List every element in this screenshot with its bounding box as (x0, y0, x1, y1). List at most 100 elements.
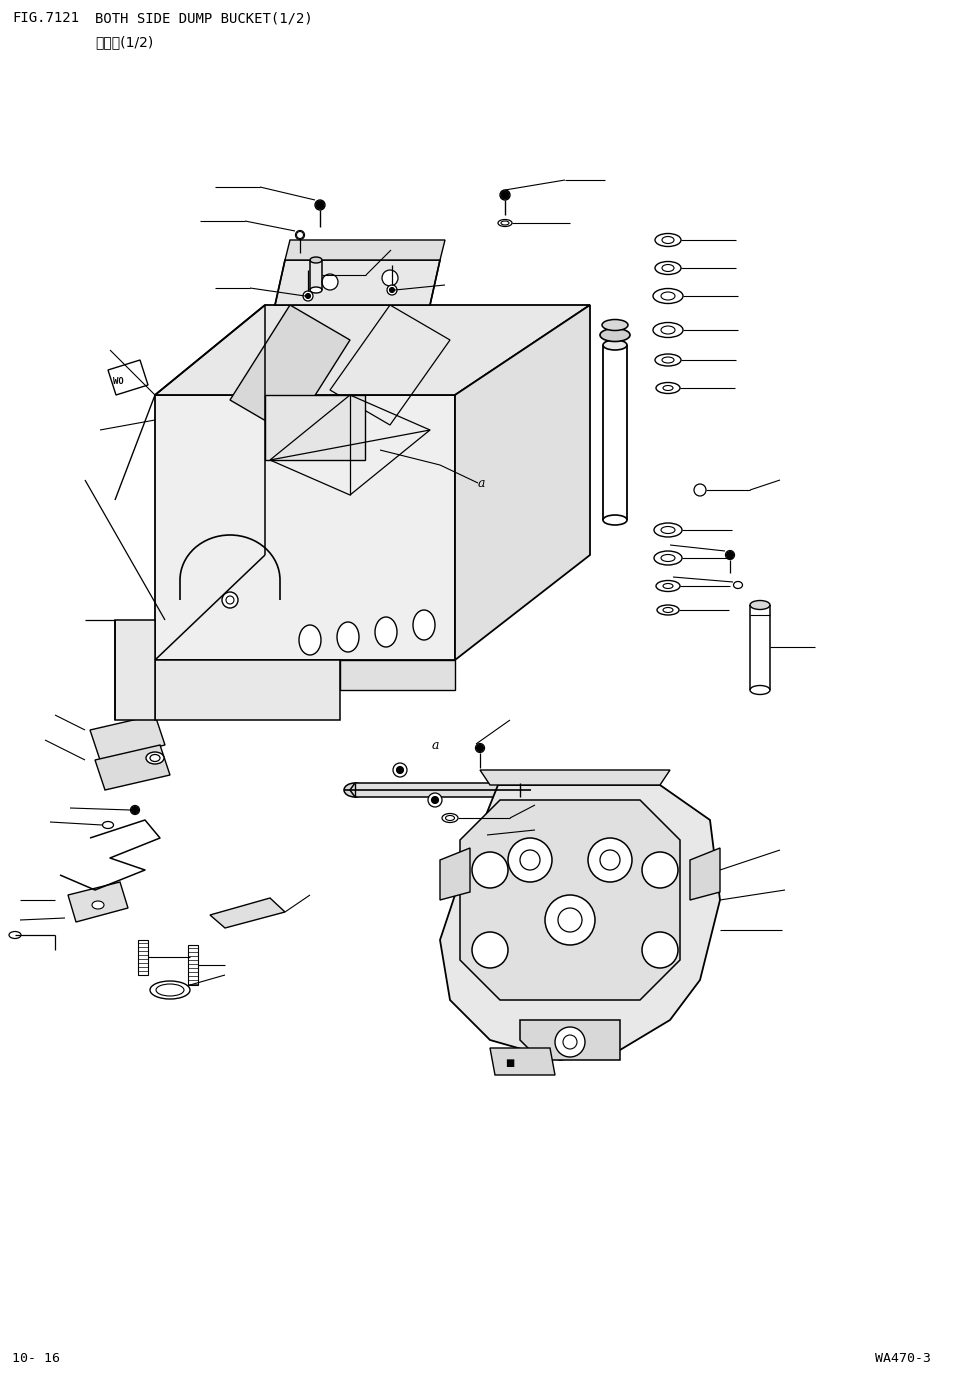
Text: BOTH SIDE DUMP BUCKET(1/2): BOTH SIDE DUMP BUCKET(1/2) (95, 11, 313, 25)
Ellipse shape (413, 610, 435, 640)
Circle shape (472, 932, 508, 969)
Circle shape (316, 201, 324, 209)
Ellipse shape (661, 293, 675, 300)
Circle shape (322, 273, 338, 290)
Ellipse shape (299, 625, 321, 655)
Circle shape (296, 231, 304, 239)
Circle shape (642, 852, 678, 888)
Circle shape (642, 932, 678, 969)
Ellipse shape (654, 523, 682, 537)
Ellipse shape (473, 831, 487, 840)
Ellipse shape (446, 816, 454, 820)
Circle shape (600, 851, 620, 870)
Polygon shape (690, 848, 720, 900)
Ellipse shape (442, 813, 458, 823)
Ellipse shape (476, 743, 485, 753)
Circle shape (387, 284, 397, 295)
Ellipse shape (750, 600, 770, 610)
Circle shape (382, 271, 398, 286)
Ellipse shape (655, 261, 681, 275)
Ellipse shape (103, 822, 114, 829)
Ellipse shape (657, 605, 679, 616)
Text: WA470-3: WA470-3 (875, 1352, 931, 1364)
Polygon shape (115, 620, 155, 720)
Ellipse shape (653, 323, 683, 338)
Polygon shape (230, 305, 350, 436)
Ellipse shape (750, 686, 770, 694)
Ellipse shape (9, 932, 21, 938)
Circle shape (508, 838, 552, 882)
Ellipse shape (662, 265, 674, 272)
Ellipse shape (655, 234, 681, 246)
Text: 側卤桁(1/2): 側卤桁(1/2) (95, 34, 153, 49)
Polygon shape (68, 882, 128, 922)
Ellipse shape (156, 984, 184, 996)
Text: ■: ■ (505, 1058, 515, 1068)
Text: FIG.7121: FIG.7121 (12, 11, 79, 25)
Ellipse shape (653, 289, 683, 304)
Text: 10- 16: 10- 16 (12, 1352, 60, 1364)
Circle shape (726, 551, 733, 558)
Polygon shape (285, 240, 445, 260)
Circle shape (472, 852, 508, 888)
Ellipse shape (295, 231, 305, 239)
Ellipse shape (725, 551, 734, 559)
Polygon shape (350, 783, 525, 797)
Ellipse shape (663, 584, 673, 588)
Polygon shape (455, 305, 590, 660)
Ellipse shape (733, 581, 743, 588)
Ellipse shape (150, 981, 190, 999)
Polygon shape (138, 940, 148, 976)
Circle shape (131, 807, 139, 813)
Polygon shape (490, 1048, 555, 1074)
Ellipse shape (498, 220, 512, 227)
Circle shape (303, 291, 313, 301)
Circle shape (396, 767, 404, 774)
Ellipse shape (654, 551, 682, 565)
Ellipse shape (662, 357, 674, 363)
Text: WO: WO (113, 376, 123, 386)
Ellipse shape (661, 526, 675, 533)
Polygon shape (265, 394, 365, 460)
Polygon shape (440, 848, 470, 900)
Polygon shape (440, 785, 720, 1059)
Polygon shape (95, 745, 170, 790)
Ellipse shape (150, 754, 160, 761)
Polygon shape (155, 305, 590, 394)
Circle shape (306, 294, 311, 298)
Polygon shape (275, 260, 440, 305)
Polygon shape (520, 1020, 620, 1059)
Polygon shape (108, 360, 148, 394)
Circle shape (428, 793, 442, 807)
Ellipse shape (375, 617, 397, 647)
Polygon shape (90, 714, 165, 760)
Polygon shape (155, 394, 455, 660)
Ellipse shape (146, 752, 164, 764)
Ellipse shape (603, 515, 627, 525)
Polygon shape (155, 660, 340, 720)
Ellipse shape (509, 783, 531, 797)
Circle shape (555, 1026, 585, 1057)
Ellipse shape (656, 382, 680, 393)
Polygon shape (480, 769, 670, 785)
Circle shape (226, 596, 234, 605)
Ellipse shape (600, 328, 630, 342)
Ellipse shape (310, 257, 322, 262)
Circle shape (520, 851, 540, 870)
Text: a: a (432, 738, 440, 752)
Circle shape (389, 287, 394, 293)
Circle shape (558, 908, 582, 932)
Circle shape (393, 763, 407, 778)
Ellipse shape (337, 622, 359, 653)
Ellipse shape (92, 901, 104, 910)
Ellipse shape (130, 805, 140, 815)
Ellipse shape (655, 354, 681, 365)
Ellipse shape (656, 580, 680, 591)
Circle shape (588, 838, 632, 882)
Ellipse shape (661, 326, 675, 334)
Polygon shape (460, 800, 680, 1000)
Ellipse shape (315, 201, 325, 210)
Ellipse shape (602, 320, 628, 331)
Circle shape (431, 797, 439, 804)
Ellipse shape (661, 555, 675, 562)
